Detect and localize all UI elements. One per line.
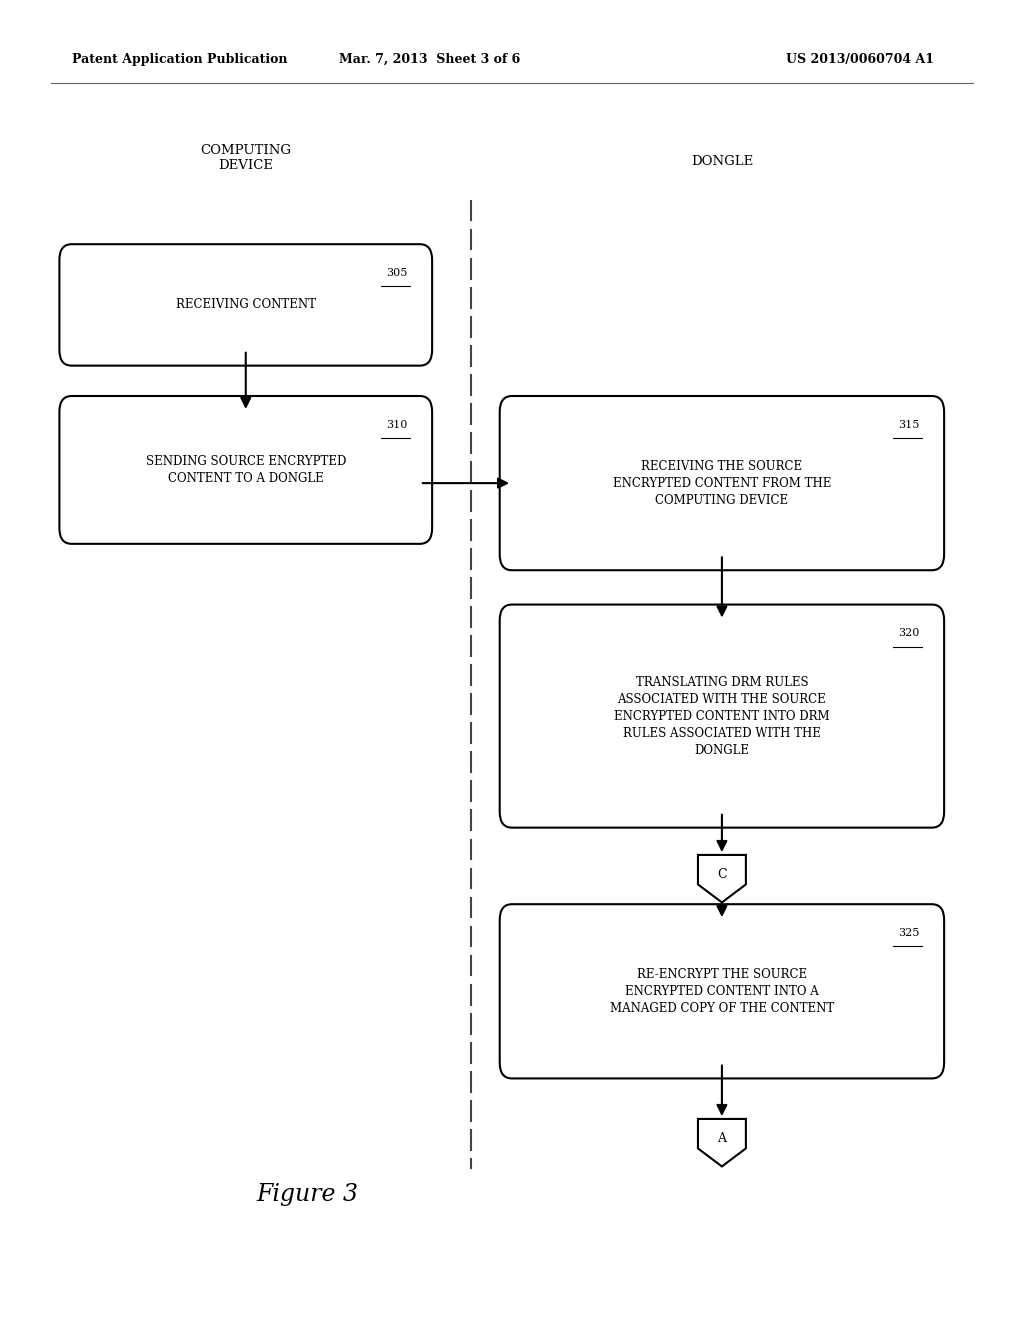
Polygon shape — [698, 855, 745, 903]
Text: RECEIVING CONTENT: RECEIVING CONTENT — [176, 298, 315, 312]
FancyBboxPatch shape — [500, 396, 944, 570]
Text: Figure 3: Figure 3 — [256, 1183, 358, 1206]
Text: 305: 305 — [386, 268, 408, 279]
Text: RECEIVING THE SOURCE
ENCRYPTED CONTENT FROM THE
COMPUTING DEVICE: RECEIVING THE SOURCE ENCRYPTED CONTENT F… — [612, 459, 831, 507]
FancyBboxPatch shape — [500, 904, 944, 1078]
FancyBboxPatch shape — [59, 396, 432, 544]
Text: TRANSLATING DRM RULES
ASSOCIATED WITH THE SOURCE
ENCRYPTED CONTENT INTO DRM
RULE: TRANSLATING DRM RULES ASSOCIATED WITH TH… — [614, 676, 829, 756]
Text: 310: 310 — [386, 420, 408, 430]
Text: A: A — [718, 1131, 726, 1144]
Polygon shape — [698, 1119, 745, 1167]
Text: Mar. 7, 2013  Sheet 3 of 6: Mar. 7, 2013 Sheet 3 of 6 — [339, 53, 521, 66]
Text: 320: 320 — [898, 628, 920, 639]
Text: RE-ENCRYPT THE SOURCE
ENCRYPTED CONTENT INTO A
MANAGED COPY OF THE CONTENT: RE-ENCRYPT THE SOURCE ENCRYPTED CONTENT … — [610, 968, 834, 1015]
Text: Patent Application Publication: Patent Application Publication — [72, 53, 287, 66]
Text: COMPUTING
DEVICE: COMPUTING DEVICE — [201, 144, 291, 173]
Text: 325: 325 — [898, 928, 920, 939]
Text: DONGLE: DONGLE — [691, 154, 753, 168]
Text: US 2013/0060704 A1: US 2013/0060704 A1 — [786, 53, 934, 66]
FancyBboxPatch shape — [500, 605, 944, 828]
Text: 315: 315 — [898, 420, 920, 430]
Text: C: C — [717, 867, 727, 880]
Text: SENDING SOURCE ENCRYPTED
CONTENT TO A DONGLE: SENDING SOURCE ENCRYPTED CONTENT TO A DO… — [145, 455, 346, 484]
FancyBboxPatch shape — [59, 244, 432, 366]
